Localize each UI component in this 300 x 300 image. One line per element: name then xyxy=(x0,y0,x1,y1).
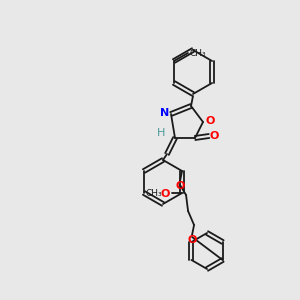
Text: O: O xyxy=(188,235,197,245)
Text: CH₃: CH₃ xyxy=(146,190,162,199)
Text: N: N xyxy=(160,108,169,118)
Text: CH₃: CH₃ xyxy=(190,49,207,58)
Text: O: O xyxy=(161,189,170,199)
Text: O: O xyxy=(176,181,185,191)
Text: O: O xyxy=(205,116,214,126)
Text: O: O xyxy=(210,131,219,141)
Text: H: H xyxy=(157,128,165,138)
